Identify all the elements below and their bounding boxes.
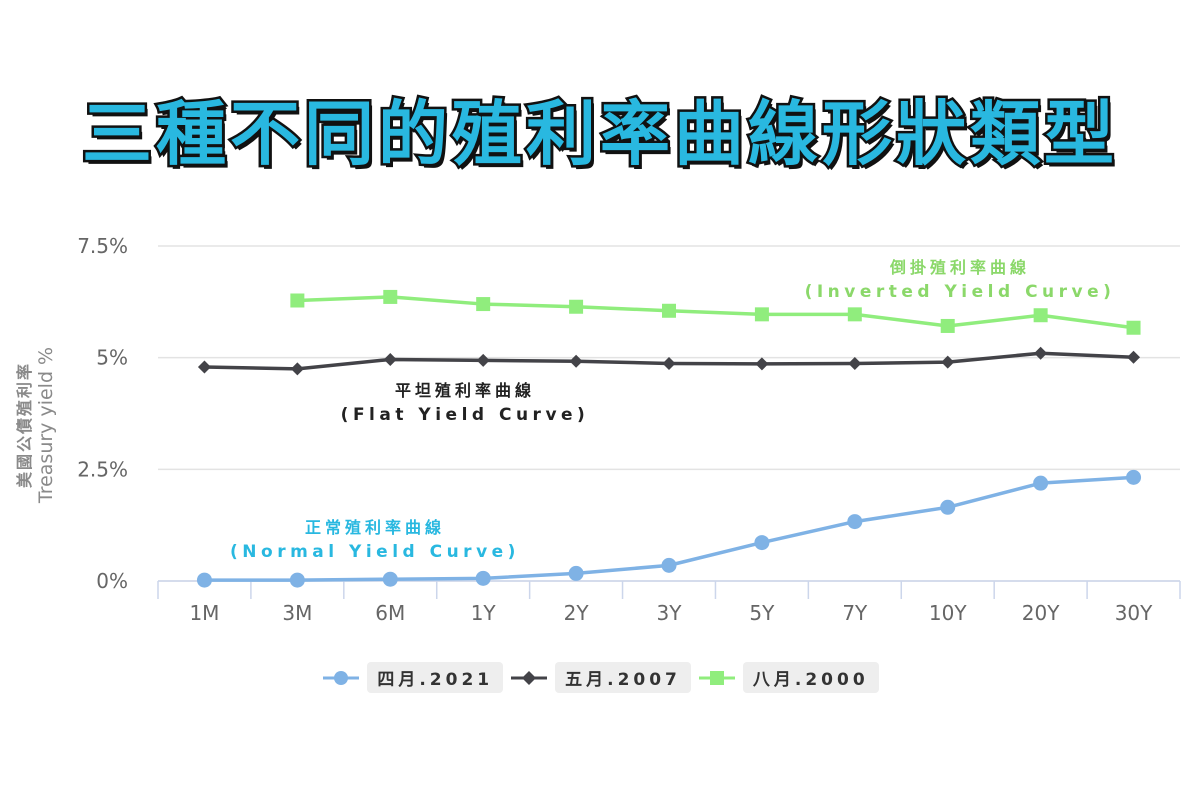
- y-tick-label: 7.5%: [77, 234, 128, 258]
- diamond-marker-icon: [511, 670, 548, 685]
- data-point: [476, 353, 490, 367]
- y-axis-label-cn: 美國公債殖利率: [15, 361, 34, 489]
- x-tick-label: 1Y: [471, 601, 497, 625]
- annotation-flat-en: (Flat Yield Curve): [340, 405, 590, 425]
- data-point: [569, 299, 584, 314]
- x-tick-label: 3Y: [657, 601, 683, 625]
- x-tick-label: 6M: [375, 601, 405, 625]
- y-tick-label: 2.5%: [77, 457, 128, 481]
- legend-label: 四月.2021: [367, 662, 504, 693]
- legend-item-august-2000[interactable]: 八月.2000: [697, 662, 879, 693]
- annotation-normal-cn: 正常殖利率曲線: [304, 518, 445, 537]
- data-point: [1126, 469, 1142, 485]
- y-axis-label-en: Treasury yield %: [35, 346, 57, 504]
- data-point: [289, 572, 305, 588]
- annotation-normal: 正常殖利率曲線 (Normal Yield Curve): [210, 514, 540, 562]
- x-tick-label: 7Y: [842, 601, 868, 625]
- data-point: [1127, 350, 1141, 364]
- data-point: [755, 357, 769, 371]
- legend-label: 八月.2000: [742, 662, 879, 693]
- series-line: [297, 295, 1134, 330]
- x-tick-label: 5Y: [749, 601, 775, 625]
- data-point: [1033, 475, 1049, 491]
- x-tick-label: 2Y: [564, 601, 590, 625]
- data-point: [382, 571, 398, 587]
- x-tick-label: 10Y: [929, 601, 967, 625]
- data-point: [662, 356, 676, 370]
- annotation-inverted: 倒掛殖利率曲線 (Inverted Yield Curve): [790, 254, 1130, 302]
- legend-item-april-2021[interactable]: 四月.2021: [321, 662, 504, 693]
- data-point: [661, 557, 677, 573]
- data-point: [476, 297, 491, 312]
- data-point: [940, 318, 955, 333]
- data-point: [1033, 308, 1048, 323]
- data-point: [1126, 320, 1141, 335]
- data-point: [662, 303, 676, 318]
- data-point: [290, 293, 305, 308]
- data-point: [754, 307, 769, 322]
- page-title: 三種不同的殖利率曲線形狀類型: [80, 91, 1118, 178]
- y-tick-label: 0%: [96, 569, 128, 593]
- data-point: [847, 307, 862, 322]
- data-point: [475, 570, 491, 586]
- data-point: [290, 362, 304, 376]
- y-tick-label: 5%: [96, 346, 128, 370]
- data-point: [848, 356, 862, 370]
- data-point: [196, 572, 212, 588]
- data-point: [754, 535, 770, 551]
- annotation-inverted-en: (Inverted Yield Curve): [804, 282, 1116, 302]
- data-point: [568, 565, 584, 581]
- data-point: [569, 354, 583, 368]
- circle-marker-icon: [323, 670, 360, 685]
- x-tick-label: 1M: [189, 601, 219, 625]
- data-point: [940, 499, 956, 515]
- data-point: [197, 360, 211, 374]
- x-tick-label: 20Y: [1022, 601, 1060, 625]
- data-point: [941, 355, 955, 369]
- x-tick-label: 30Y: [1115, 601, 1153, 625]
- annotation-flat: 平坦殖利率曲線 (Flat Yield Curve): [320, 377, 610, 425]
- data-point: [847, 514, 863, 530]
- square-marker-icon: [698, 670, 735, 685]
- legend-item-may-2007[interactable]: 五月.2007: [509, 662, 691, 693]
- chart-legend: 四月.2021 五月.2007 八月.2000: [0, 662, 1200, 693]
- annotation-normal-en: (Normal Yield Curve): [230, 542, 520, 562]
- data-point: [383, 289, 398, 304]
- annotation-inverted-cn: 倒掛殖利率曲線: [889, 258, 1030, 277]
- x-tick-label: 3M: [282, 601, 312, 625]
- data-point: [1034, 346, 1048, 360]
- annotation-flat-cn: 平坦殖利率曲線: [394, 381, 535, 400]
- legend-label: 五月.2007: [555, 662, 691, 693]
- data-point: [383, 352, 397, 366]
